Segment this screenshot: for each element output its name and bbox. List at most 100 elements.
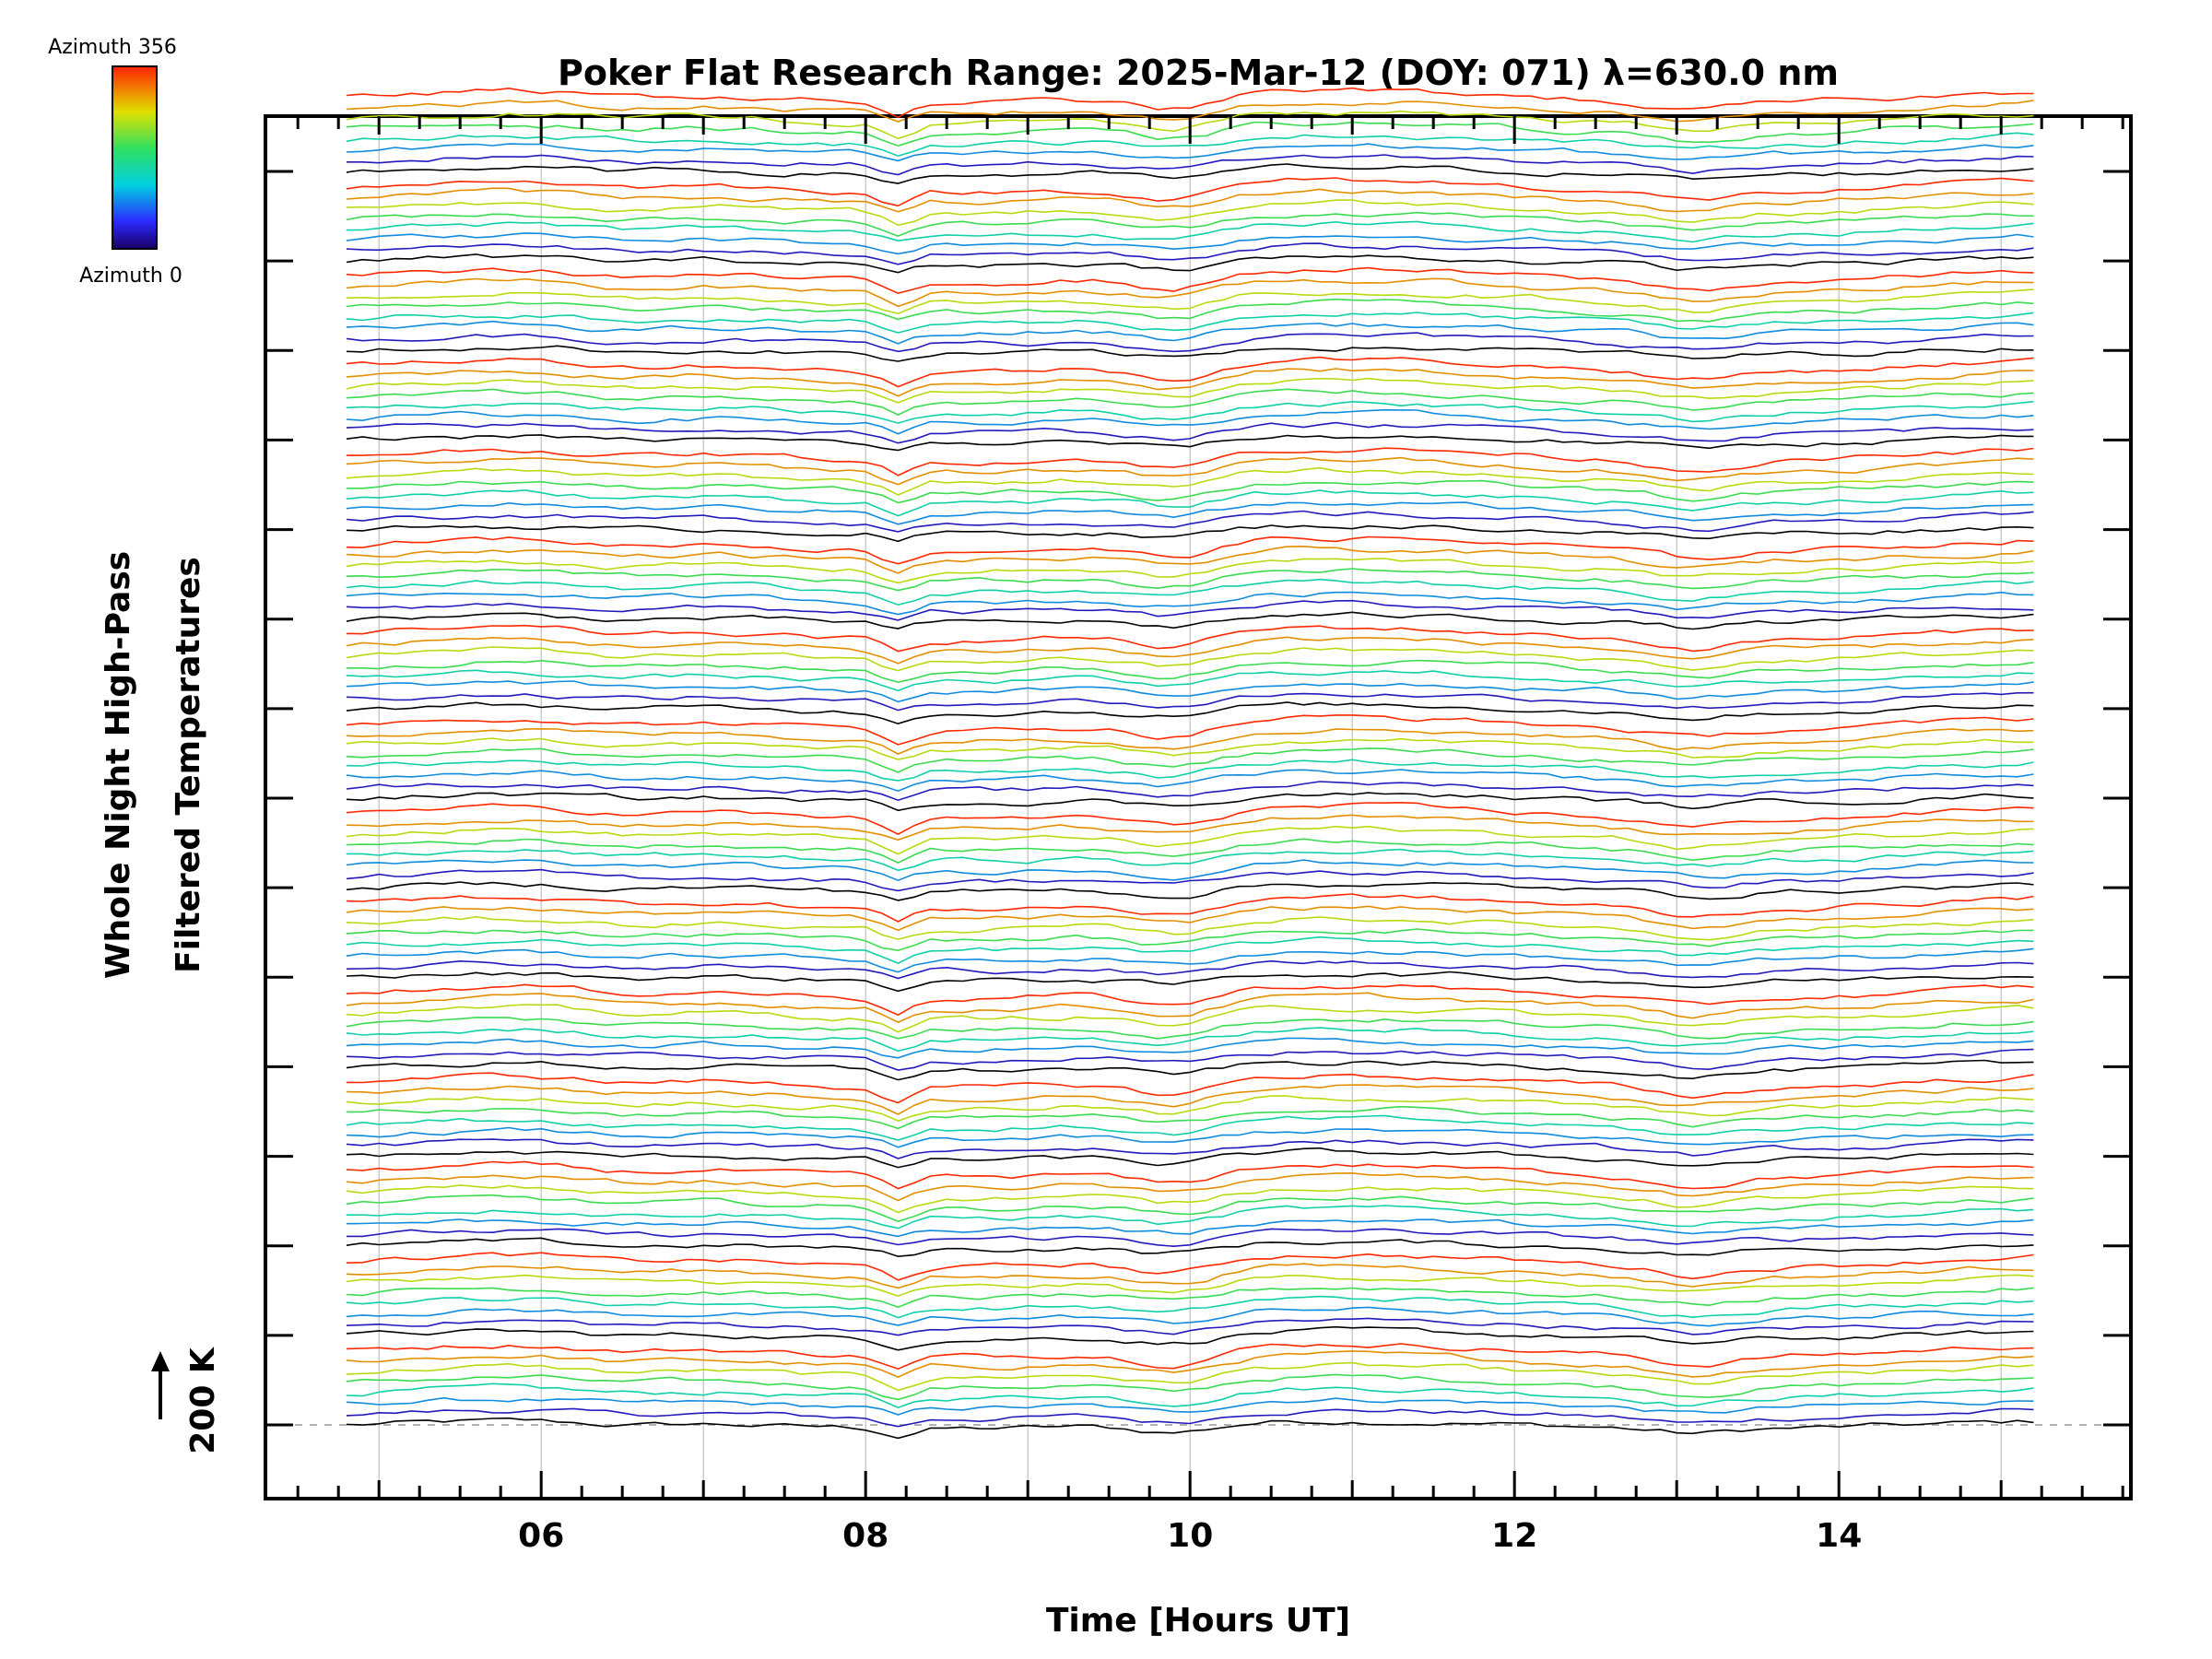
trace-line (346, 187, 2034, 213)
x-tick-label: 06 (518, 1517, 564, 1555)
x-tick-label: 08 (842, 1517, 888, 1555)
trace-line (346, 1072, 2034, 1104)
trace-line (346, 1317, 2034, 1336)
trace-line (346, 848, 2034, 872)
trace-line (346, 266, 2034, 295)
trace-line (346, 211, 2034, 237)
trace-line (346, 935, 2034, 964)
trace-line (346, 177, 2034, 207)
trace-line (346, 535, 2034, 565)
trace-line (346, 1263, 2034, 1289)
trace-line (346, 636, 2034, 665)
trace-line (346, 434, 2034, 452)
trace-line (346, 680, 2034, 703)
y-label-line-2: Filtered Temperatures (170, 557, 207, 973)
trace-line (346, 377, 2034, 404)
trace-line (346, 838, 2034, 864)
trace-line (346, 971, 2034, 993)
trace-line (346, 814, 2034, 841)
trace-line (346, 1252, 2034, 1281)
trace-line (346, 747, 2034, 773)
trace-line (346, 456, 2034, 486)
trace-line (346, 1287, 2034, 1309)
trace-line (346, 1373, 2034, 1401)
trace-line (346, 466, 2034, 496)
trace-line (346, 1017, 2034, 1040)
trace-line (346, 1171, 2034, 1202)
trace-line (346, 1147, 2034, 1169)
trace-line (346, 1059, 2034, 1081)
trace-line (346, 769, 2034, 793)
trace-line (347, 479, 2034, 504)
trace-line (346, 1306, 2034, 1327)
trace-line (346, 1274, 2034, 1298)
trace-line (346, 1194, 2034, 1222)
trace-line (346, 368, 2034, 397)
trace-line (346, 599, 2034, 621)
scale-indicator: 200 K (151, 1347, 222, 1454)
trace-line (346, 928, 2034, 952)
trace-line (346, 298, 2034, 323)
trace-line (346, 488, 2034, 517)
trace-line (346, 277, 2034, 308)
trace-line (346, 714, 2034, 746)
trace-line (346, 388, 2034, 416)
trace-line (346, 1105, 2034, 1130)
x-tick-label: 10 (1167, 1517, 1213, 1555)
trace-line (346, 1138, 2034, 1159)
trace-line (346, 801, 2034, 835)
trace-line (346, 558, 2034, 584)
trace-line (346, 868, 2034, 892)
trace-line (346, 992, 2034, 1023)
trace-line (346, 881, 2034, 901)
trace-line (346, 199, 2034, 227)
trace-line (346, 1407, 2034, 1428)
trace-line (346, 242, 2034, 265)
trace-line (346, 1343, 2034, 1371)
trace-line (346, 1160, 2034, 1190)
y-axis-label: Whole Night High-Pass Filtered Temperatu… (100, 551, 207, 979)
trace-line (346, 1325, 2034, 1351)
trace-line (346, 1295, 2034, 1319)
scale-arrow-head (151, 1351, 170, 1371)
trace-line (346, 1048, 2034, 1071)
x-axis-label: Time [Hours UT] (1046, 1602, 1350, 1640)
trace-line (346, 792, 2034, 812)
trace-line (346, 759, 2034, 782)
trace-line (346, 253, 2034, 274)
trace-line (346, 737, 2034, 760)
trace-line (346, 905, 2034, 932)
trace-line (346, 1382, 2034, 1409)
trace-line (346, 1004, 2034, 1033)
colorbar-top-label: Azimuth 356 (48, 36, 177, 59)
x-ticks (296, 116, 2124, 1499)
trace-line (346, 701, 2034, 725)
scale-label: 200 K (184, 1347, 222, 1454)
trace-line (346, 947, 2034, 973)
trace-line (346, 669, 2034, 692)
y-label-line-1: Whole Night High-Pass (100, 551, 137, 979)
trace-line (346, 1114, 2034, 1141)
trace-line (346, 288, 2034, 315)
trace-line (346, 1184, 2034, 1214)
trace-line (347, 1228, 2034, 1248)
trace-line (346, 825, 2034, 855)
trace-line (346, 568, 2034, 592)
trace-line (346, 781, 2034, 802)
trace-line (346, 1361, 2034, 1392)
trace-line (346, 1027, 2034, 1053)
trace-line (346, 624, 2034, 653)
y-ticks (265, 170, 2131, 1427)
trace-line (346, 320, 2034, 345)
trace-line (346, 132, 2034, 158)
colorbar: Azimuth 356 Azimuth 0 (48, 36, 182, 288)
trace-line (346, 400, 2034, 424)
x-tick-label: 14 (1816, 1517, 1862, 1555)
trace-line (346, 727, 2034, 755)
trace-line (346, 356, 2034, 388)
trace-line (346, 143, 2034, 162)
trace-line (347, 154, 2034, 176)
trace-line (346, 591, 2034, 616)
trace-line (346, 332, 2034, 353)
trace-line (346, 893, 2034, 923)
